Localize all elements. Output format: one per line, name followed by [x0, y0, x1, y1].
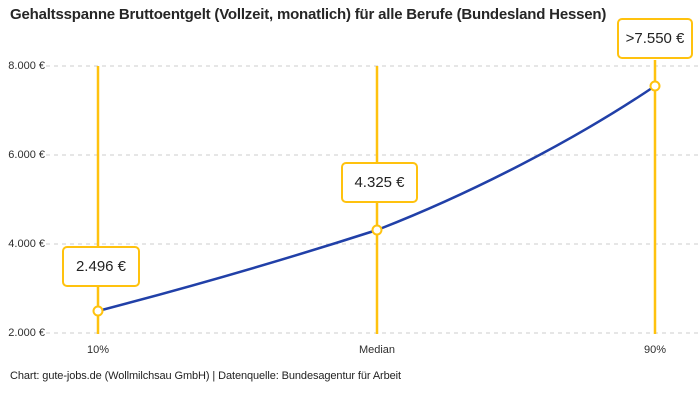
- data-points: [92, 80, 661, 317]
- y-axis-tick-2000: 2.000 €: [8, 327, 45, 339]
- value-label-10pct: 2.496 €: [62, 246, 140, 287]
- data-point-10: [92, 305, 104, 317]
- x-axis-label-10pct: 10%: [86, 344, 110, 356]
- y-axis-tick-4000: 4.000 €: [8, 238, 45, 250]
- data-point-median: [371, 224, 383, 236]
- chart-title: Gehaltsspanne Bruttoentgelt (Vollzeit, m…: [10, 6, 607, 23]
- x-axis-label-median: Median: [358, 344, 396, 356]
- x-axis-label-90pct: 90%: [643, 344, 667, 356]
- value-label-median: 4.325 €: [341, 162, 418, 203]
- chart-source: Chart: gute-jobs.de (Wollmilchsau GmbH) …: [10, 370, 401, 382]
- y-axis-tick-6000: 6.000 €: [8, 149, 45, 161]
- value-label-90pct: >7.550 €: [617, 18, 693, 59]
- y-axis-tick-8000: 8.000 €: [8, 60, 45, 72]
- data-point-90: [649, 80, 661, 92]
